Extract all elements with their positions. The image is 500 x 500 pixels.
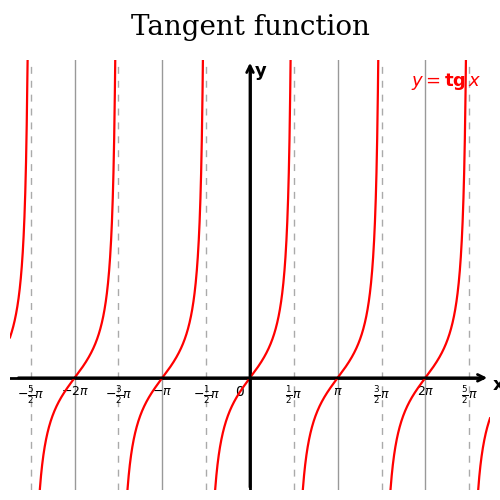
Text: $-2\pi$: $-2\pi$ <box>60 384 88 398</box>
Text: 0: 0 <box>235 384 244 398</box>
Text: $\frac{1}{2}\pi$: $\frac{1}{2}\pi$ <box>286 384 302 406</box>
Text: $\frac{3}{2}\pi$: $\frac{3}{2}\pi$ <box>373 384 390 406</box>
Text: $-\pi$: $-\pi$ <box>152 384 172 398</box>
Text: y: y <box>255 62 267 80</box>
Text: $-\frac{3}{2}\pi$: $-\frac{3}{2}\pi$ <box>105 384 132 406</box>
Text: $y = \mathbf{tg}\, x$: $y = \mathbf{tg}\, x$ <box>411 71 482 92</box>
Text: $-\frac{1}{2}\pi$: $-\frac{1}{2}\pi$ <box>192 384 220 406</box>
Text: Tangent function: Tangent function <box>130 14 370 42</box>
Text: $\frac{5}{2}\pi$: $\frac{5}{2}\pi$ <box>461 384 477 406</box>
Text: $-\frac{5}{2}\pi$: $-\frac{5}{2}\pi$ <box>17 384 44 406</box>
Text: x: x <box>493 376 500 394</box>
Text: $2\pi$: $2\pi$ <box>416 384 434 398</box>
Text: $\pi$: $\pi$ <box>333 384 342 398</box>
